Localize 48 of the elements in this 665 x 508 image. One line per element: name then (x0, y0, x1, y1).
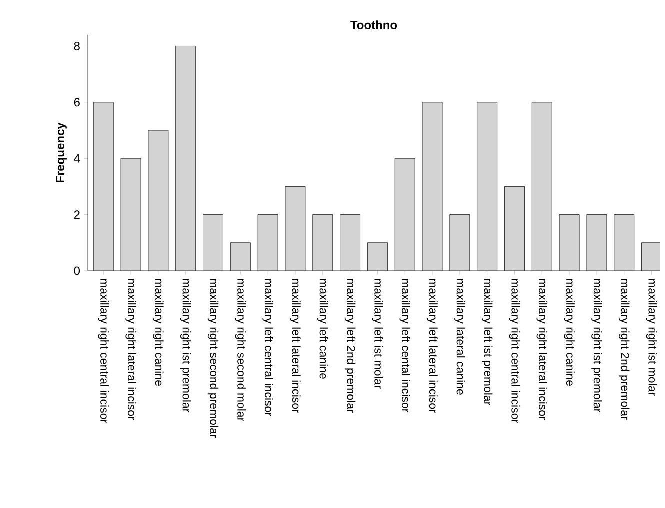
bar (312, 214, 333, 271)
bar (176, 46, 196, 271)
x-tick-label: maxillary left cental incisor (400, 279, 410, 413)
x-tick-label: maxillary left canine (318, 279, 328, 379)
bar (395, 158, 416, 271)
x-tick-label: maxillary right second premolar (208, 279, 219, 438)
y-tick-label: 2 (74, 210, 80, 219)
x-tick-label: maxillary right 2nd premolar (619, 279, 630, 420)
x-tick-label: maxillary lateral canine (454, 279, 466, 395)
y-tick-label: 4 (74, 154, 80, 163)
x-tick-label: maxillary right second molar (235, 279, 246, 422)
bar (285, 186, 306, 271)
bar (148, 130, 168, 271)
x-tick-label: maxillary left ist premolar (482, 279, 493, 406)
x-tick-label: maxillary left ist molar (372, 279, 384, 389)
x-tick-label: maxillary left central incisor (262, 279, 274, 416)
bar (230, 242, 251, 271)
bar (450, 214, 470, 271)
x-tick-label: maxillary right ist premolar (180, 279, 192, 412)
chart-title: Toothno (350, 20, 398, 30)
bar (586, 214, 607, 271)
bar (94, 102, 114, 271)
x-tick-label: maxillary left lateral incisor (427, 279, 438, 414)
bar (560, 214, 580, 271)
y-tick-label: 6 (74, 98, 80, 107)
y-tick-label: 8 (74, 42, 80, 50)
bar (532, 102, 552, 271)
bar (340, 214, 360, 271)
bar (614, 214, 634, 271)
x-tick-label: maxillary right ist premolar (592, 279, 602, 412)
x-tick-label: maxillary right lateral incisor (536, 279, 548, 420)
bar (504, 186, 525, 271)
bar (258, 214, 278, 271)
y-axis-title: Frequency (56, 122, 67, 183)
x-tick-label: maxillary right ist molar (646, 279, 658, 396)
bar (477, 102, 498, 271)
x-tick-label: maxillary left 2nd premolar (344, 279, 356, 414)
bar (422, 102, 443, 271)
y-tick-label: 0 (74, 266, 80, 276)
bar (368, 242, 388, 271)
x-tick-label: maxillary right central incisor (509, 279, 520, 424)
x-tick-label: maxillary left lateral incisor (290, 279, 301, 414)
x-tick-label: maxillary right central incisor (98, 279, 109, 424)
bar (121, 158, 142, 271)
x-tick-label: maxillary right canine (153, 279, 164, 386)
bar (203, 214, 224, 271)
x-tick-label: maxillary right canine (564, 279, 575, 386)
x-tick-label: maxillary right lateral incisor (126, 279, 136, 420)
